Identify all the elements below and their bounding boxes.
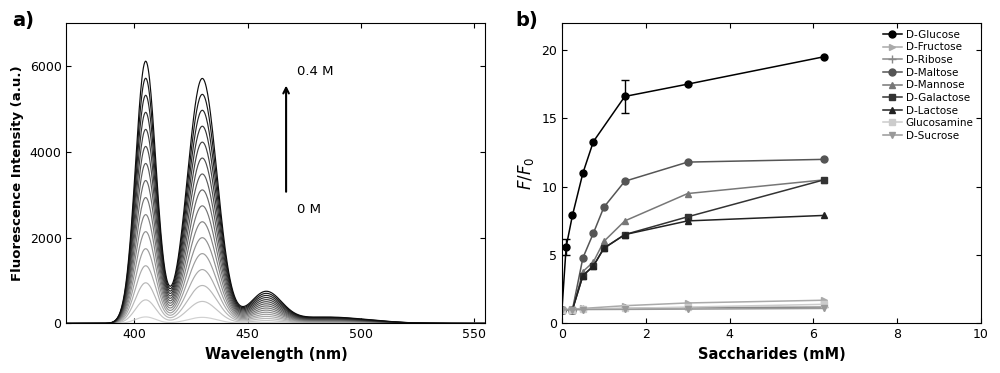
D-Ribose <box>566 307 578 312</box>
D-Mannose <box>587 260 599 264</box>
D-Lactose <box>587 264 599 268</box>
D-Maltose <box>566 308 578 312</box>
D-Glucose <box>818 54 830 59</box>
Text: 0.4 M: 0.4 M <box>297 66 334 78</box>
D-Glucose <box>619 94 631 99</box>
Text: 0 M: 0 M <box>297 203 321 216</box>
D-Galactose <box>818 178 830 182</box>
D-Maltose <box>619 179 631 184</box>
Glucosamine <box>818 302 830 307</box>
D-Mannose <box>556 308 568 312</box>
D-Maltose <box>818 157 830 162</box>
D-Glucose <box>560 245 572 249</box>
D-Maltose <box>598 205 610 210</box>
D-Fructose <box>566 307 578 311</box>
D-Fructose <box>818 298 830 303</box>
D-Glucose <box>556 308 568 312</box>
D-Sucrose <box>818 306 830 311</box>
Line: D-Ribose: D-Ribose <box>558 303 828 314</box>
Line: D-Mannose: D-Mannose <box>558 176 827 313</box>
D-Glucose <box>566 213 578 218</box>
Line: D-Fructose: D-Fructose <box>558 297 827 313</box>
Glucosamine <box>577 307 589 311</box>
D-Lactose <box>619 232 631 237</box>
X-axis label: Wavelength (nm): Wavelength (nm) <box>205 347 347 362</box>
D-Ribose <box>577 307 589 311</box>
Line: D-Galactose: D-Galactose <box>558 176 827 313</box>
D-Glucose <box>577 171 589 175</box>
D-Lactose <box>682 219 694 223</box>
D-Lactose <box>556 308 568 312</box>
Glucosamine <box>619 306 631 311</box>
D-Mannose <box>598 239 610 244</box>
X-axis label: Saccharides (mM): Saccharides (mM) <box>698 347 845 362</box>
D-Lactose <box>566 308 578 312</box>
D-Ribose <box>619 306 631 311</box>
D-Lactose <box>818 213 830 218</box>
D-Galactose <box>566 308 578 312</box>
D-Fructose <box>556 308 568 312</box>
D-Maltose <box>556 308 568 312</box>
D-Sucrose <box>682 307 694 311</box>
D-Galactose <box>556 308 568 312</box>
Line: Glucosamine: Glucosamine <box>558 301 827 313</box>
D-Sucrose <box>577 307 589 312</box>
D-Fructose <box>619 304 631 308</box>
Glucosamine <box>566 307 578 312</box>
D-Maltose <box>682 160 694 164</box>
D-Mannose <box>818 178 830 182</box>
D-Ribose <box>682 305 694 310</box>
D-Ribose <box>818 305 830 309</box>
Glucosamine <box>556 308 568 312</box>
D-Mannose <box>566 308 578 312</box>
D-Galactose <box>587 264 599 268</box>
Y-axis label: Fluorescence Intensity (a.u.): Fluorescence Intensity (a.u.) <box>11 65 24 281</box>
D-Galactose <box>577 273 589 278</box>
D-Mannose <box>682 191 694 196</box>
D-Galactose <box>682 214 694 219</box>
D-Mannose <box>619 219 631 223</box>
Line: D-Sucrose: D-Sucrose <box>558 305 827 313</box>
D-Ribose <box>556 308 568 312</box>
Line: D-Lactose: D-Lactose <box>558 212 827 313</box>
D-Maltose <box>587 231 599 235</box>
D-Lactose <box>598 246 610 251</box>
Line: D-Glucose: D-Glucose <box>558 53 827 313</box>
Y-axis label: $F/F_0$: $F/F_0$ <box>516 156 536 190</box>
Text: b): b) <box>516 10 539 29</box>
D-Glucose <box>587 140 599 144</box>
D-Galactose <box>598 246 610 251</box>
Text: a): a) <box>12 10 34 29</box>
D-Lactose <box>577 273 589 278</box>
Glucosamine <box>682 305 694 309</box>
D-Sucrose <box>556 308 568 312</box>
D-Sucrose <box>566 308 578 312</box>
Legend: D-Glucose, D-Fructose, D-Ribose, D-Maltose, D-Mannose, D-Galactose, D-Lactose, G: D-Glucose, D-Fructose, D-Ribose, D-Malto… <box>879 26 978 145</box>
Line: D-Maltose: D-Maltose <box>558 156 827 313</box>
D-Maltose <box>577 256 589 260</box>
D-Fructose <box>682 301 694 305</box>
D-Mannose <box>577 269 589 274</box>
D-Galactose <box>619 232 631 237</box>
D-Fructose <box>577 306 589 311</box>
D-Glucose <box>682 82 694 87</box>
D-Sucrose <box>619 307 631 311</box>
